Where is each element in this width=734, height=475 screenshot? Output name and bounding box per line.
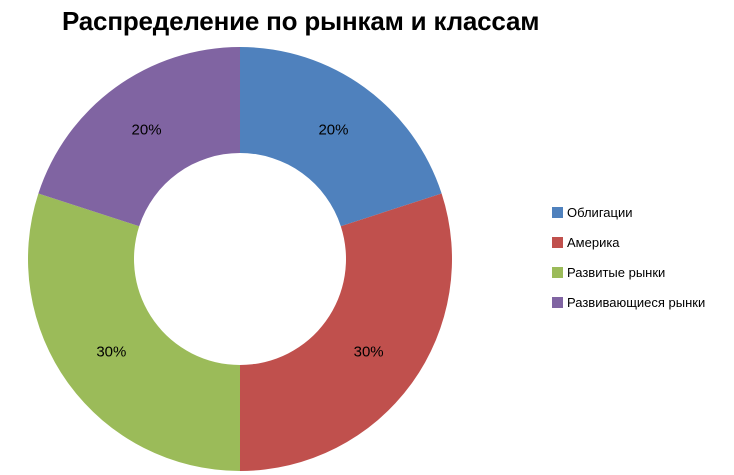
legend-swatch-icon	[552, 296, 563, 308]
data-label-3: 20%	[131, 121, 162, 139]
donut-segment-1	[240, 193, 452, 472]
legend-item: Америка	[552, 227, 705, 257]
legend-item: Развивающиеся рынки	[552, 287, 705, 317]
legend-label: Америка	[567, 234, 620, 250]
chart-title: Распределение по рынкам и классам	[62, 6, 540, 36]
legend-label: Облигации	[567, 204, 633, 220]
data-label-0: 20%	[318, 121, 349, 139]
legend-item: Развитые рынки	[552, 257, 705, 287]
donut-segment-3	[38, 47, 240, 227]
donut-segment-2	[28, 193, 240, 472]
donut-segment-0	[240, 47, 442, 227]
legend-item: Облигации	[552, 197, 705, 227]
legend-label: Развитые рынки	[567, 264, 666, 280]
legend-swatch-icon	[552, 266, 563, 278]
legend-label: Развивающиеся рынки	[567, 294, 706, 310]
data-label-2: 30%	[96, 343, 127, 361]
legend-swatch-icon	[552, 236, 563, 248]
legend: Облигации Америка Развитые рынки Развива…	[552, 197, 705, 317]
data-label-1: 30%	[353, 343, 384, 361]
legend-swatch-icon	[552, 206, 563, 218]
